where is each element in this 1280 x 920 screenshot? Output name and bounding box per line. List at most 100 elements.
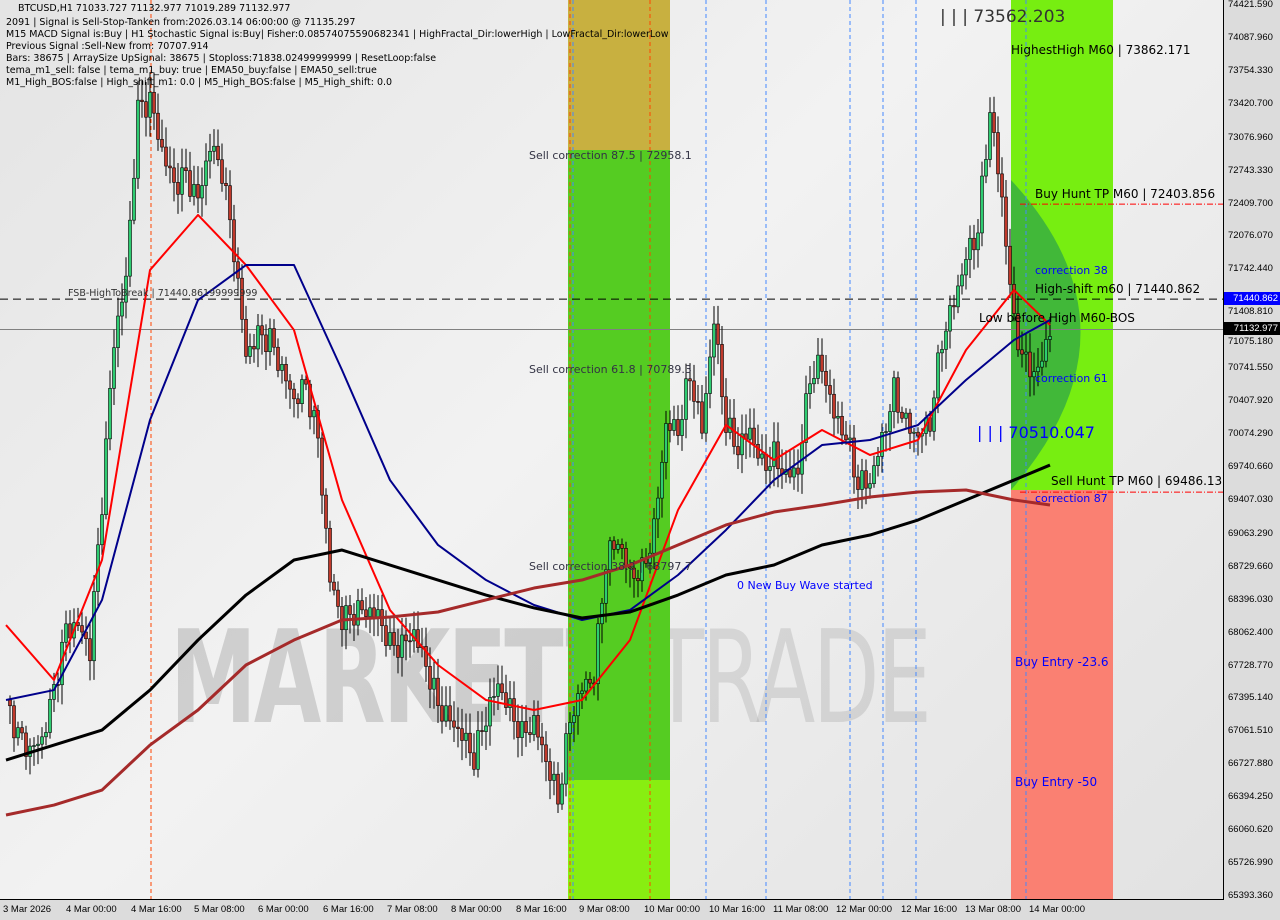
- buy-hunt-label: Buy Hunt TP M60 | 72403.856: [1035, 187, 1216, 201]
- candle-body: [276, 346, 280, 371]
- candle-body: [292, 388, 296, 400]
- candle-body: [388, 632, 392, 646]
- candle-body: [792, 467, 796, 478]
- correction-61-label: correction 61: [1035, 372, 1108, 385]
- candle-body: [120, 301, 124, 317]
- candle-body: [368, 607, 372, 617]
- candle-body: [156, 112, 160, 140]
- candle-body: [316, 410, 320, 439]
- y-tick-label: 70741.550: [1228, 362, 1273, 374]
- candle-body: [240, 277, 244, 320]
- top-price-label: | | | 73562.203: [940, 7, 1066, 27]
- sell-correction-382-label: Sell correction 38.2 | 68797.7: [529, 560, 692, 573]
- candle-body: [980, 175, 984, 234]
- candle-body: [896, 377, 900, 413]
- candle-body: [192, 184, 196, 197]
- candle-body: [740, 433, 744, 456]
- candle-body: [164, 146, 168, 167]
- candle-body: [404, 634, 408, 642]
- candle-body: [396, 645, 400, 658]
- candle-body: [900, 411, 904, 419]
- candle-body: [88, 638, 92, 662]
- candle-body: [996, 132, 1000, 175]
- candle-body: [224, 183, 228, 186]
- candle-body: [392, 632, 396, 646]
- candle-body: [248, 346, 252, 357]
- candle-body: [472, 752, 476, 770]
- candle-body: [712, 323, 716, 358]
- y-tick-label: 73754.330: [1228, 64, 1273, 76]
- candle-body: [340, 606, 344, 631]
- info-line: M1_High_BOS:false | High_shift_m1: 0.0 |…: [6, 77, 393, 88]
- candle-body: [36, 743, 40, 746]
- candle-body: [748, 427, 752, 440]
- candle-body: [52, 684, 56, 700]
- candle-body: [268, 328, 272, 352]
- candle-body: [528, 732, 532, 735]
- candle-body: [868, 483, 872, 489]
- candle-body: [80, 625, 84, 633]
- candle-body: [40, 736, 44, 745]
- correction-87-label: correction 87: [1035, 492, 1108, 505]
- y-tick-label: 68729.660: [1228, 560, 1273, 572]
- y-tick-label: 69407.030: [1228, 493, 1273, 505]
- x-tick-label: 8 Mar 16:00: [516, 904, 567, 915]
- candle-body: [832, 393, 836, 419]
- candle-body: [208, 150, 212, 162]
- candle-body: [456, 726, 460, 729]
- candle-body: [576, 693, 580, 717]
- candle-body: [1048, 336, 1052, 340]
- candle-body: [204, 160, 208, 186]
- x-tick-label: 12 Mar 00:00: [836, 904, 892, 915]
- candle-body: [672, 419, 676, 431]
- info-line: Previous Signal :Sell-New from: 70707.91…: [6, 41, 209, 52]
- candle-body: [176, 182, 180, 195]
- candle-body: [244, 319, 248, 357]
- candle-body: [728, 417, 732, 433]
- x-tick-label: 14 Mar 00:00: [1029, 904, 1085, 915]
- candle-body: [572, 715, 576, 723]
- candle-body: [676, 419, 680, 436]
- fsb-label: FSB-HighToBreak | 71440.86199999999: [68, 288, 258, 299]
- candle-body: [720, 344, 724, 398]
- candle-body: [564, 733, 568, 785]
- candle-body: [148, 91, 152, 118]
- candle-body: [864, 470, 868, 489]
- candle-body: [332, 581, 336, 591]
- candle-body: [428, 666, 432, 690]
- candle-body: [212, 145, 216, 152]
- candle-body: [132, 177, 136, 221]
- x-tick-label: 3 Mar 2026: [3, 904, 52, 915]
- current-price-tag: 71132.977: [1224, 322, 1280, 335]
- candle-body: [464, 732, 468, 741]
- candle-body: [16, 727, 20, 739]
- candle-body: [656, 497, 660, 520]
- moving-average-line: [5, 488, 1051, 817]
- x-tick-label: 9 Mar 08:00: [579, 904, 630, 915]
- candle-body: [488, 697, 492, 727]
- high-shift-price-tag: 71440.862: [1224, 292, 1280, 305]
- candle-body: [716, 323, 720, 345]
- candle-body: [956, 285, 960, 308]
- plot-area[interactable]: MARKETZITRADE BTCUSD,H1 71033.727 71132.…: [0, 0, 1224, 900]
- candle-body: [24, 732, 28, 757]
- candle-body: [696, 401, 700, 403]
- moving-average-line: [5, 463, 1051, 762]
- candle-body: [972, 237, 976, 251]
- candle-body: [684, 378, 688, 420]
- candle-body: [184, 167, 188, 172]
- candle-body: [776, 441, 780, 470]
- candle-body: [416, 629, 420, 649]
- candle-body: [360, 600, 364, 611]
- candle-body: [760, 453, 764, 459]
- candle-body: [356, 600, 360, 626]
- y-tick-label: 72076.070: [1228, 230, 1273, 242]
- candle-body: [492, 696, 496, 698]
- candle-body: [540, 736, 544, 746]
- candle-body: [1016, 313, 1020, 351]
- candle-body: [300, 379, 304, 404]
- candle-body: [444, 705, 448, 722]
- candle-body: [536, 715, 540, 738]
- candle-body: [992, 112, 996, 133]
